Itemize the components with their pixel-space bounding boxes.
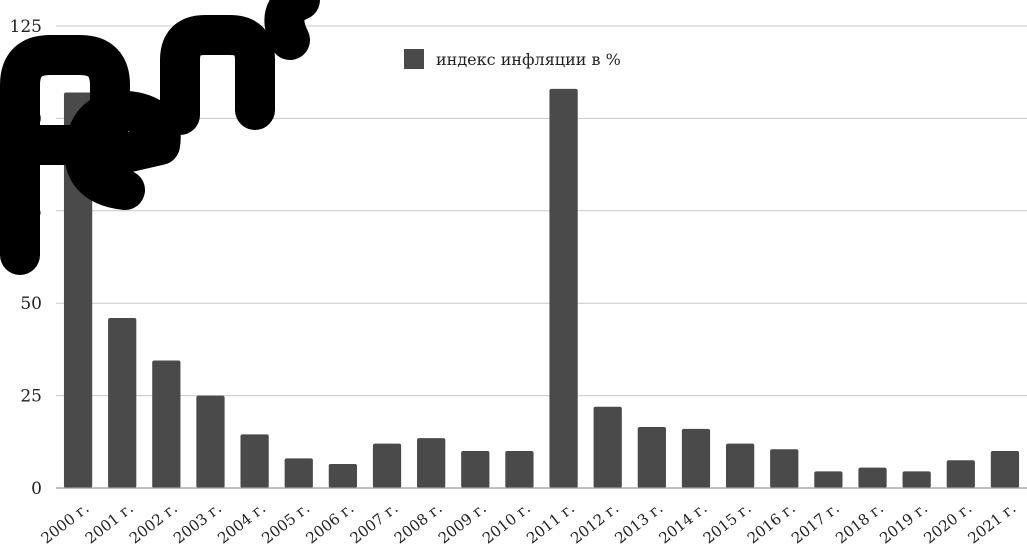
x-tick-label: 2021 г. [965,499,1020,547]
x-tick-label: 2007 г. [347,499,402,547]
bar [902,471,931,488]
bars [63,88,1020,488]
x-tick-label: 2001 г. [82,499,137,547]
bar [549,88,578,488]
bar [108,317,137,488]
bar [770,449,799,488]
y-tick-label: 125 [10,17,42,37]
y-tick-label: 25 [20,387,42,407]
bar [505,451,534,488]
bar [593,406,622,488]
y-tick-label: 0 [31,479,42,499]
x-tick-label: 2019 г. [876,499,931,547]
bar [946,460,975,488]
x-tick-label: 2017 г. [788,499,843,547]
x-tick-label: 2014 г. [656,499,711,547]
watermark [0,0,320,275]
x-tick-label: 2011 г. [523,499,578,547]
bar [196,395,225,488]
legend: индекс инфляции в % [404,49,621,69]
bar [637,427,666,488]
x-tick-label: 2013 г. [611,499,666,547]
bar [858,467,887,488]
x-tick-label: 2008 г. [391,499,446,547]
x-tick-label: 2000 г. [38,499,93,547]
legend-swatch [404,49,424,69]
x-tick-label: 2006 г. [302,499,357,547]
bar [152,360,181,488]
bar [990,451,1020,488]
x-tick-label: 2016 г. [744,499,799,547]
x-axis-ticks: 2000 г.2001 г.2002 г.2003 г.2004 г.2005 … [38,499,1020,547]
x-tick-label: 2020 г. [920,499,975,547]
bar [372,443,402,488]
x-tick-label: 2010 г. [479,499,534,547]
x-tick-label: 2012 г. [567,499,622,547]
bar [725,443,755,488]
bar [461,451,490,488]
legend-label: индекс инфляции в % [436,50,621,69]
x-tick-label: 2004 г. [214,499,269,547]
bar [284,458,313,488]
bar [417,438,446,488]
bar [240,434,269,488]
x-tick-label: 2015 г. [700,499,755,547]
y-tick-label: 50 [20,294,42,314]
x-tick-label: 2003 г. [170,499,225,547]
bar [328,463,358,488]
bar [814,471,843,488]
x-tick-label: 2002 г. [126,499,181,547]
bar [681,428,711,488]
x-tick-label: 2005 г. [258,499,313,547]
grid-lines [56,25,1027,397]
x-tick-label: 2018 г. [832,499,887,547]
x-tick-label: 2009 г. [435,499,490,547]
